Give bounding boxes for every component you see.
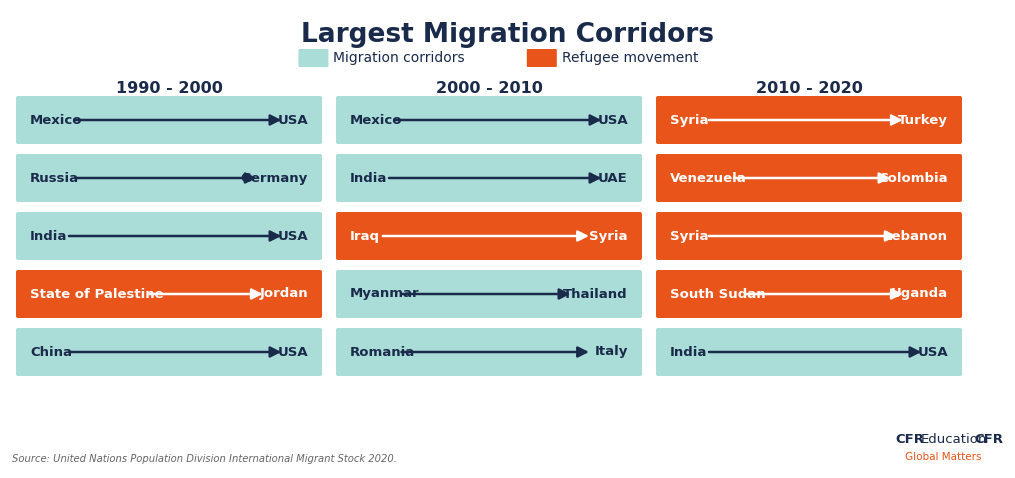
FancyBboxPatch shape — [656, 328, 962, 376]
Text: USA: USA — [598, 113, 628, 127]
Text: Myanmar: Myanmar — [350, 287, 419, 301]
Text: USA: USA — [918, 346, 948, 358]
Text: Russia: Russia — [30, 172, 79, 185]
FancyBboxPatch shape — [656, 96, 962, 144]
Text: Global Matters: Global Matters — [905, 452, 982, 462]
Text: Syria: Syria — [590, 229, 628, 242]
FancyBboxPatch shape — [656, 212, 962, 260]
Text: Venezuela: Venezuela — [670, 172, 747, 185]
Text: South Sudan: South Sudan — [670, 287, 765, 301]
Text: Jordan: Jordan — [260, 287, 308, 301]
FancyBboxPatch shape — [336, 154, 642, 202]
Text: Italy: Italy — [595, 346, 628, 358]
Text: CFR: CFR — [974, 433, 1003, 446]
Text: Syria: Syria — [670, 229, 708, 242]
FancyBboxPatch shape — [656, 270, 962, 318]
Text: 1990 - 2000: 1990 - 2000 — [116, 80, 222, 96]
Text: India: India — [30, 229, 67, 242]
FancyBboxPatch shape — [527, 49, 557, 67]
Text: Source: United Nations Population Division International Migrant Stock 2020.: Source: United Nations Population Divisi… — [12, 454, 397, 464]
Text: Uganda: Uganda — [891, 287, 948, 301]
Text: CFR: CFR — [895, 433, 924, 446]
Text: State of Palestine: State of Palestine — [30, 287, 163, 301]
Text: Education: Education — [921, 433, 988, 446]
Text: UAE: UAE — [598, 172, 628, 185]
FancyBboxPatch shape — [16, 328, 322, 376]
Text: Largest Migration Corridors: Largest Migration Corridors — [301, 22, 714, 48]
Text: 2010 - 2020: 2010 - 2020 — [755, 80, 863, 96]
FancyBboxPatch shape — [16, 154, 322, 202]
Text: India: India — [350, 172, 388, 185]
Text: 2000 - 2010: 2000 - 2010 — [435, 80, 542, 96]
Text: Colombia: Colombia — [878, 172, 948, 185]
FancyBboxPatch shape — [336, 96, 642, 144]
FancyBboxPatch shape — [16, 270, 322, 318]
Text: Mexico: Mexico — [350, 113, 403, 127]
Text: Turkey: Turkey — [898, 113, 948, 127]
FancyBboxPatch shape — [16, 96, 322, 144]
Text: Refugee movement: Refugee movement — [561, 51, 698, 65]
FancyBboxPatch shape — [16, 212, 322, 260]
FancyBboxPatch shape — [336, 270, 642, 318]
FancyBboxPatch shape — [336, 328, 642, 376]
Text: Syria: Syria — [670, 113, 708, 127]
Text: Germany: Germany — [241, 172, 308, 185]
Text: China: China — [30, 346, 72, 358]
Text: Migration corridors: Migration corridors — [333, 51, 465, 65]
Text: Thailand: Thailand — [563, 287, 628, 301]
Text: USA: USA — [277, 346, 308, 358]
Text: Iraq: Iraq — [350, 229, 380, 242]
Text: USA: USA — [277, 229, 308, 242]
Text: Mexico: Mexico — [30, 113, 82, 127]
FancyBboxPatch shape — [298, 49, 329, 67]
Text: India: India — [670, 346, 707, 358]
Text: USA: USA — [277, 113, 308, 127]
FancyBboxPatch shape — [336, 212, 642, 260]
Text: Romania: Romania — [350, 346, 415, 358]
Text: Lebanon: Lebanon — [884, 229, 948, 242]
FancyBboxPatch shape — [656, 154, 962, 202]
